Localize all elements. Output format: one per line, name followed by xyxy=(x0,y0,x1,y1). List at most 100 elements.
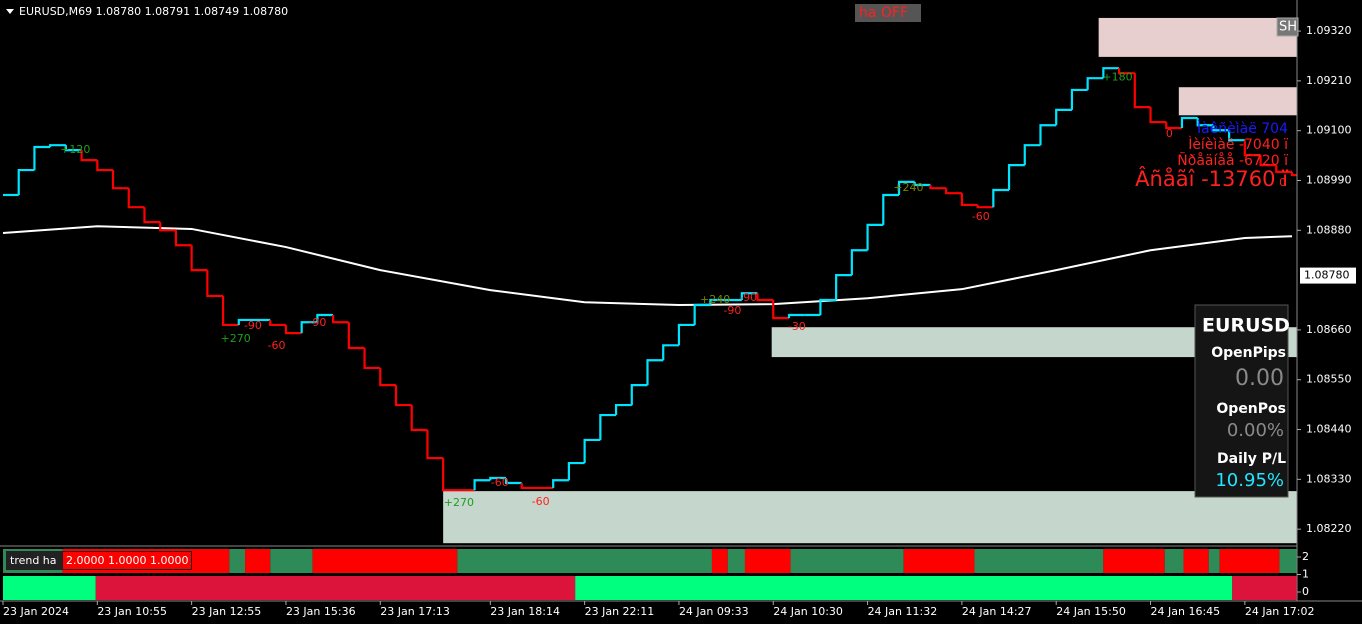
trend-step xyxy=(677,323,695,346)
trend-step xyxy=(1149,107,1167,124)
trend-step xyxy=(221,295,239,327)
trend-step xyxy=(772,300,789,320)
trend-step xyxy=(300,321,318,334)
y-tick-label: 1.08550 xyxy=(1306,373,1352,386)
indicator-params: 2.0000 1.0000 1.0000 xyxy=(66,554,188,567)
trend-step xyxy=(1023,144,1041,166)
trend-step xyxy=(1290,171,1297,177)
trend-step xyxy=(945,188,962,195)
sub-tick-label: 1 xyxy=(1302,568,1309,581)
trade-label: 0 xyxy=(1166,127,1173,140)
trend-step xyxy=(709,298,727,306)
trade-label: -60 xyxy=(972,210,990,223)
info-panel xyxy=(1194,304,1289,498)
trend-step xyxy=(866,223,884,251)
menu-arrow[interactable] xyxy=(6,9,14,14)
x-tick-label: 23 Jan 10:55 xyxy=(97,605,167,618)
trend-run xyxy=(903,549,975,573)
trend-run xyxy=(312,549,458,573)
trade-label: -60 xyxy=(491,476,509,489)
panel-value: 10.95% xyxy=(1215,470,1284,491)
trend-step xyxy=(567,461,585,481)
trend-step xyxy=(489,476,507,481)
zone xyxy=(443,491,1297,544)
zone xyxy=(1098,17,1297,57)
x-tick-label: 23 Jan 2024 xyxy=(3,605,69,618)
y-tick-label: 1.09100 xyxy=(1306,124,1352,137)
trend-run xyxy=(245,549,271,573)
x-tick-label: 23 Jan 18:14 xyxy=(490,605,560,618)
trend-run xyxy=(457,549,712,573)
x-tick-label: 24 Jan 11:32 xyxy=(868,605,938,618)
trend-run xyxy=(1208,549,1220,573)
trend-step xyxy=(662,344,679,361)
trend-step xyxy=(1133,73,1151,109)
stat-line: Âñåãî -13760 ï xyxy=(1135,166,1288,191)
trend-step xyxy=(394,385,412,407)
trend-step xyxy=(127,188,145,209)
trend-step xyxy=(143,207,161,224)
trend-run xyxy=(1103,549,1165,573)
trend-step xyxy=(520,482,538,490)
x-tick-label: 24 Jan 15:50 xyxy=(1056,605,1126,618)
trend-step xyxy=(646,359,664,386)
trend-step xyxy=(1070,88,1088,110)
trend-step xyxy=(787,313,805,319)
trend-step xyxy=(819,298,837,315)
panel-value: 0.00% xyxy=(1227,420,1284,441)
trend-step xyxy=(159,222,176,232)
indicator-params-bg xyxy=(63,552,191,569)
trend-step xyxy=(1212,125,1230,132)
trend-run xyxy=(711,549,728,573)
trend-run xyxy=(575,576,1233,600)
trend-step xyxy=(17,168,35,195)
trend-run xyxy=(727,549,745,573)
trade-label: +240 xyxy=(700,293,730,306)
trend-step xyxy=(1243,140,1261,157)
trend-step xyxy=(284,324,302,335)
stat-line: Ìèíèìàë -7040 ï xyxy=(1188,136,1288,153)
ha-toggle-bg[interactable] xyxy=(855,4,921,22)
trend-step xyxy=(332,314,349,324)
y-tick-label: 1.08660 xyxy=(1306,323,1352,336)
trend-step xyxy=(740,292,758,301)
trade-label: -90 xyxy=(308,316,326,329)
trend-step xyxy=(363,348,381,370)
stat-line: Ñðåäíåå -6720 ï xyxy=(1177,152,1288,169)
x-tick-label: 23 Jan 17:13 xyxy=(380,605,450,618)
trend-step xyxy=(410,405,428,432)
trend-step xyxy=(1180,116,1198,128)
current-price: 1.08780 xyxy=(1304,269,1350,282)
trade-label: -90 xyxy=(244,319,262,332)
panel-label: OpenPos xyxy=(1216,401,1286,417)
trend-step xyxy=(316,313,334,323)
x-tick-label: 24 Jan 17:02 xyxy=(1245,605,1315,618)
trend-step xyxy=(614,403,632,416)
trend-step xyxy=(1039,124,1057,146)
trend-step xyxy=(552,479,569,488)
panel-symbol: EURUSD xyxy=(1202,315,1290,337)
ha-toggle[interactable]: ha OFF xyxy=(859,5,908,21)
panel-label: Daily P/L xyxy=(1217,451,1286,467)
trend-step xyxy=(992,188,1010,208)
trend-run xyxy=(1164,549,1184,573)
trend-step xyxy=(1165,122,1182,130)
trend-step xyxy=(1196,118,1214,127)
trend-step xyxy=(96,160,114,172)
trend-step xyxy=(237,318,255,325)
indicator-name: trend ha xyxy=(10,554,57,567)
sh-button-bg[interactable] xyxy=(1276,17,1299,37)
x-tick-label: 23 Jan 12:55 xyxy=(192,605,262,618)
trend-step xyxy=(473,479,491,491)
trend-step xyxy=(693,303,711,325)
trend-step xyxy=(929,185,947,190)
trade-label: -60 xyxy=(268,339,286,352)
trade-label: +270 xyxy=(221,332,251,345)
trend-step xyxy=(835,274,852,301)
trend-step xyxy=(960,193,978,207)
trend-step xyxy=(583,438,601,464)
y-tick-label: 1.09210 xyxy=(1306,74,1352,87)
trend-step xyxy=(1117,68,1135,75)
sh-button[interactable]: SH xyxy=(1279,20,1297,35)
trend-step xyxy=(269,319,286,327)
